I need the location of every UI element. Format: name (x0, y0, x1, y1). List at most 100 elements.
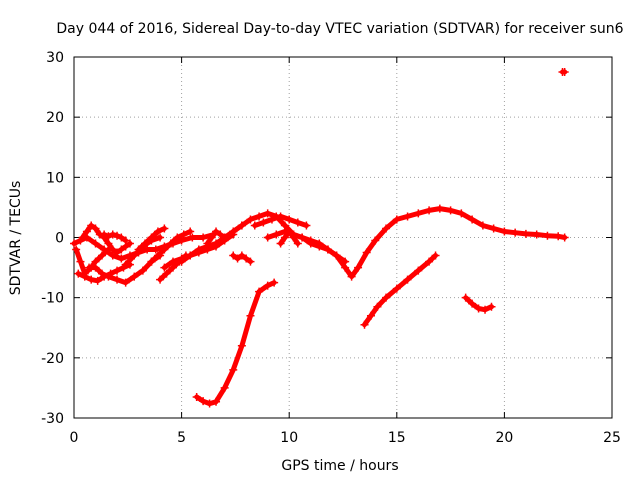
data-point (121, 278, 130, 287)
data-point (153, 251, 162, 260)
data-point (468, 215, 477, 224)
data-point (246, 257, 255, 266)
data-point (138, 266, 147, 275)
data-point (188, 233, 197, 242)
data-point (97, 269, 106, 278)
data-point (78, 233, 87, 242)
data-point (360, 320, 369, 329)
series-trace (86, 253, 163, 286)
data-point (293, 239, 302, 248)
data-point (371, 236, 380, 245)
data-point (74, 269, 83, 278)
data-point (87, 221, 96, 230)
data-point (554, 232, 563, 241)
x-tick-label: 0 (70, 430, 79, 446)
data-point (220, 233, 229, 242)
data-point (414, 209, 423, 218)
data-point (229, 365, 238, 374)
data-series-arc-8 (134, 224, 169, 254)
data-point (76, 257, 85, 266)
data-point (285, 215, 294, 224)
data-point (147, 233, 156, 242)
data-point (199, 397, 208, 406)
y-tick-label: 30 (46, 50, 64, 66)
data-point (121, 260, 130, 269)
axis-ticks: 0 5 10 15 20 25 -30 -20 -10 0 10 20 30 (41, 50, 621, 446)
data-point (487, 302, 496, 311)
data-point (250, 221, 259, 230)
data-point (425, 257, 434, 266)
data-point (246, 311, 255, 320)
data-point (91, 224, 100, 233)
data-point (560, 68, 569, 77)
data-point (293, 218, 302, 227)
data-point (425, 206, 434, 215)
data-point (315, 239, 324, 248)
data-series-arc-9 (147, 227, 195, 266)
data-point (341, 257, 350, 266)
data-series-arc-22 (558, 68, 569, 77)
data-point (104, 232, 113, 241)
data-point (203, 239, 212, 248)
data-point (80, 272, 89, 281)
data-point (306, 236, 315, 245)
data-point (414, 266, 423, 275)
y-tick-label: -20 (41, 351, 64, 367)
data-point (255, 287, 264, 296)
data-point (246, 215, 255, 224)
data-point (285, 227, 294, 236)
data-point (113, 248, 122, 257)
x-tick-label: 25 (603, 430, 621, 446)
data-point (474, 304, 483, 313)
data-point (276, 239, 285, 248)
data-point (259, 218, 268, 227)
x-axis-label: GPS time / hours (281, 458, 398, 474)
data-point (298, 233, 307, 242)
data-point (461, 293, 470, 302)
data-series-arc-5 (78, 221, 134, 257)
data-point (156, 275, 165, 284)
data-point (141, 239, 150, 248)
data-point (392, 284, 401, 293)
data-point (134, 245, 143, 254)
y-tick-label: -30 (41, 411, 64, 427)
data-point (130, 272, 139, 281)
data-point (130, 251, 139, 260)
data-point (489, 224, 498, 233)
data-point (104, 272, 113, 281)
data-point (481, 305, 490, 314)
data-series-arc-15 (250, 212, 311, 230)
data-point (382, 224, 391, 233)
data-point (100, 230, 109, 239)
data-series-arc-13 (203, 227, 229, 248)
data-point (156, 233, 165, 242)
data-point (186, 227, 195, 236)
data-point (289, 233, 298, 242)
data-point (263, 281, 272, 290)
data-point (237, 341, 246, 350)
data-point (173, 233, 182, 242)
data-point (229, 227, 238, 236)
data-point (194, 245, 203, 254)
data-point (446, 206, 455, 215)
data-point (192, 392, 201, 401)
data-point (147, 257, 156, 266)
data-point (104, 239, 113, 248)
data-point (532, 230, 541, 239)
data-point (255, 212, 264, 221)
data-point (242, 254, 251, 263)
data-point (207, 233, 216, 242)
data-series-arc-20 (360, 251, 440, 329)
data-point (366, 311, 375, 320)
data-point (153, 227, 162, 236)
data-point (347, 272, 356, 281)
series-trace (362, 253, 438, 328)
data-point (87, 275, 96, 284)
data-point (113, 266, 122, 275)
data-point (543, 231, 552, 240)
data-point (117, 245, 126, 254)
data-point (435, 204, 444, 213)
data-point (216, 230, 225, 239)
data-point (362, 248, 371, 257)
